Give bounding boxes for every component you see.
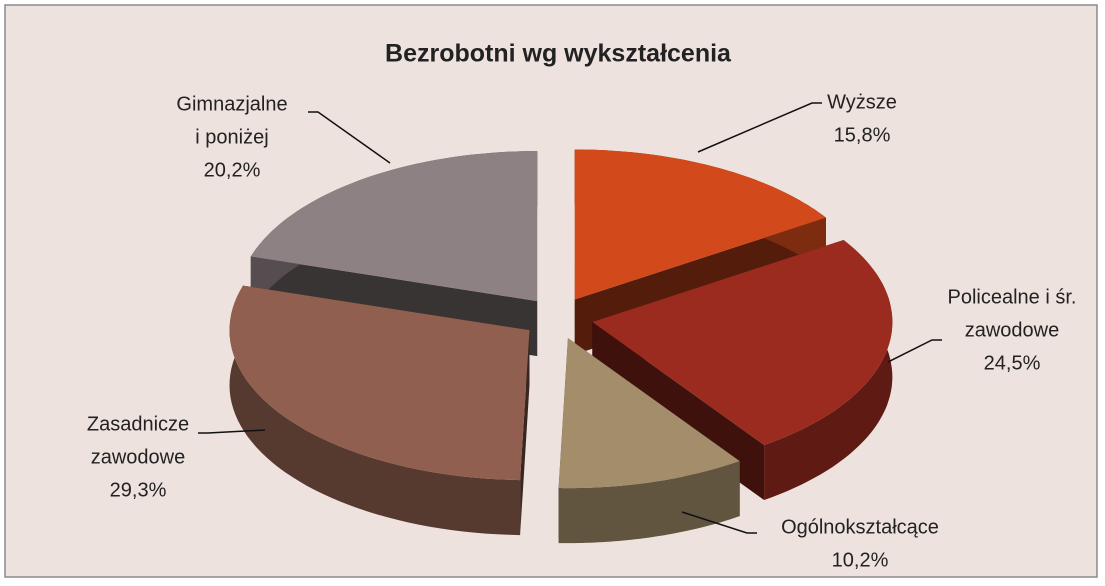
category-label: zawodowe: [91, 446, 186, 468]
category-label: i poniżej: [195, 126, 268, 148]
value-label: 10,2%: [832, 549, 889, 571]
value-label: 20,2%: [204, 159, 261, 181]
value-label: 29,3%: [110, 479, 167, 501]
category-label: Wyższe: [827, 91, 897, 113]
category-label: Ogólnokształcące: [781, 516, 939, 538]
category-label: zawodowe: [965, 319, 1060, 341]
value-label: 24,5%: [984, 352, 1041, 374]
category-label: Gimnazjalne: [176, 93, 287, 115]
value-label: 15,8%: [834, 124, 891, 146]
chart-title: Bezrobotni wg wykształcenia: [385, 40, 732, 68]
category-label: Zasadnicze: [87, 413, 189, 435]
chart-area: [5, 5, 1097, 577]
category-label: Policealne i śr.: [948, 286, 1077, 308]
